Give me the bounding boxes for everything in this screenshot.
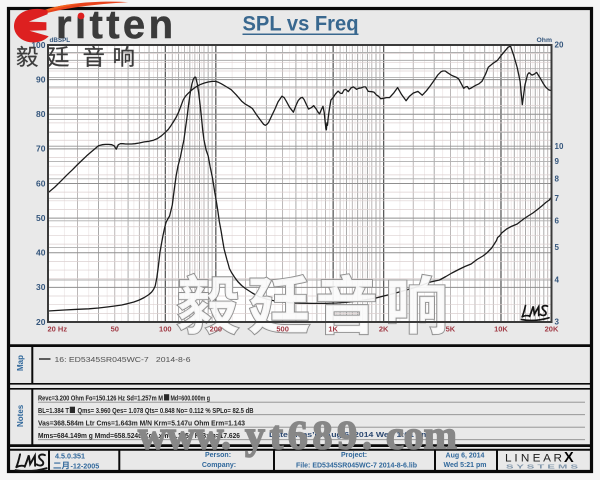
svg-text:Date Meas’d: Aug 6, 2014 W: Date Meas’d: Aug 6, 2014 Wed 1:01 am <box>269 430 429 439</box>
svg-text:Person:: Person: <box>205 452 231 459</box>
svg-text:Md=600.000m g: Md=600.000m g <box>171 395 211 403</box>
svg-text:5K: 5K <box>446 325 456 334</box>
svg-text:Wed 5:21 pm: Wed 5:21 pm <box>443 462 486 469</box>
svg-text:SPL vs Freq: SPL vs Freq <box>243 12 359 35</box>
svg-text:Ohm: Ohm <box>537 37 552 44</box>
svg-text:80: 80 <box>36 109 46 119</box>
svg-text:Mms=684.149m g Mmd=658.524u K: Mms=684.149m g Mmd=658.524u Kg Lxm=1.195… <box>38 432 240 440</box>
svg-text:Revc=3.200 Ohm Fo=150.126 Hz: Revc=3.200 Ohm Fo=150.126 Hz Sd=1.257m M <box>38 395 163 403</box>
svg-text:500: 500 <box>276 325 289 334</box>
svg-text:70: 70 <box>36 144 46 154</box>
svg-text:com: com <box>386 413 457 458</box>
svg-text:50: 50 <box>36 213 46 223</box>
svg-text:20: 20 <box>36 317 46 327</box>
svg-text:X: X <box>564 450 574 466</box>
svg-text:10: 10 <box>555 142 564 151</box>
svg-text:dBSPL: dBSPL <box>50 37 71 44</box>
svg-text:16: ED5345SR045WC-7 2014-8-6: 16: ED5345SR045WC-7 2014-8-6 <box>55 355 191 364</box>
svg-text:8: 8 <box>555 174 560 183</box>
svg-text:40: 40 <box>36 248 46 258</box>
svg-text:20 Hz: 20 Hz <box>48 325 68 334</box>
svg-text:50: 50 <box>111 325 119 334</box>
svg-text:Qms= 3.960 Qes= 1.078 Qts= 0: Qms= 3.960 Qes= 1.078 Qts= 0.848 No= 0.1… <box>78 407 254 415</box>
svg-text:2K: 2K <box>379 325 389 334</box>
svg-text:200: 200 <box>210 325 223 334</box>
svg-text:10K: 10K <box>494 325 508 334</box>
svg-text:S Y S T E M S: S Y S T E M S <box>506 465 579 471</box>
svg-text:90: 90 <box>36 74 46 84</box>
svg-text:Map: Map <box>16 355 25 371</box>
svg-text:20: 20 <box>555 41 564 50</box>
svg-text:60: 60 <box>36 178 46 188</box>
svg-text:3: 3 <box>555 318 560 327</box>
svg-text:1K: 1K <box>328 325 338 334</box>
svg-text:100: 100 <box>159 325 172 334</box>
svg-text:L I N E A R: L I N E A R <box>505 453 562 465</box>
svg-text:Vas=368.584m Ltr Cms=1.643m M: Vas=368.584m Ltr Cms=1.643m M/N Krm=5.14… <box>38 420 245 428</box>
svg-text:BL=1.384 T: BL=1.384 T <box>38 407 70 415</box>
svg-text:5: 5 <box>555 243 560 252</box>
svg-text:4: 4 <box>555 276 560 285</box>
svg-text:100: 100 <box>31 40 45 50</box>
svg-text:9: 9 <box>555 157 560 166</box>
svg-text:Project:: Project: <box>341 452 367 459</box>
svg-text:Company:: Company: <box>202 462 236 469</box>
svg-text:4.5.0.351: 4.5.0.351 <box>55 452 85 461</box>
svg-text:File: ED5345SR045WC-7 2014-8: File: ED5345SR045WC-7 2014-8-6.lib <box>296 463 417 470</box>
svg-text:7: 7 <box>555 194 560 203</box>
svg-text:Notes: Notes <box>16 404 25 427</box>
svg-text:20K: 20K <box>545 325 559 334</box>
svg-text:Aug 6, 2014: Aug 6, 2014 <box>446 453 485 460</box>
svg-text:30: 30 <box>36 282 46 292</box>
svg-text:www.: www. <box>138 413 231 458</box>
svg-text:rıtten: rıtten <box>56 3 176 47</box>
svg-text:6: 6 <box>555 216 560 225</box>
svg-text:-12-2005: -12-2005 <box>71 462 100 471</box>
